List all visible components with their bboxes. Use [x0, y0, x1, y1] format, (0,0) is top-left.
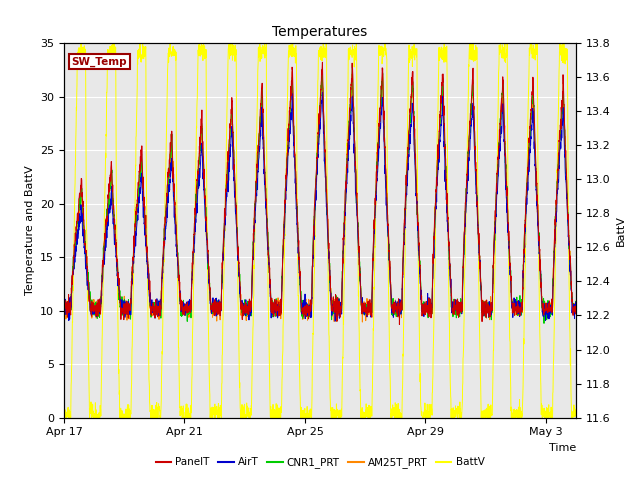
Y-axis label: BattV: BattV: [616, 215, 626, 246]
Text: SW_Temp: SW_Temp: [72, 56, 127, 67]
Legend: PanelT, AirT, CNR1_PRT, AM25T_PRT, BattV: PanelT, AirT, CNR1_PRT, AM25T_PRT, BattV: [152, 453, 488, 472]
X-axis label: Time: Time: [548, 443, 576, 453]
Y-axis label: Temperature and BattV: Temperature and BattV: [24, 166, 35, 295]
Title: Temperatures: Temperatures: [273, 25, 367, 39]
